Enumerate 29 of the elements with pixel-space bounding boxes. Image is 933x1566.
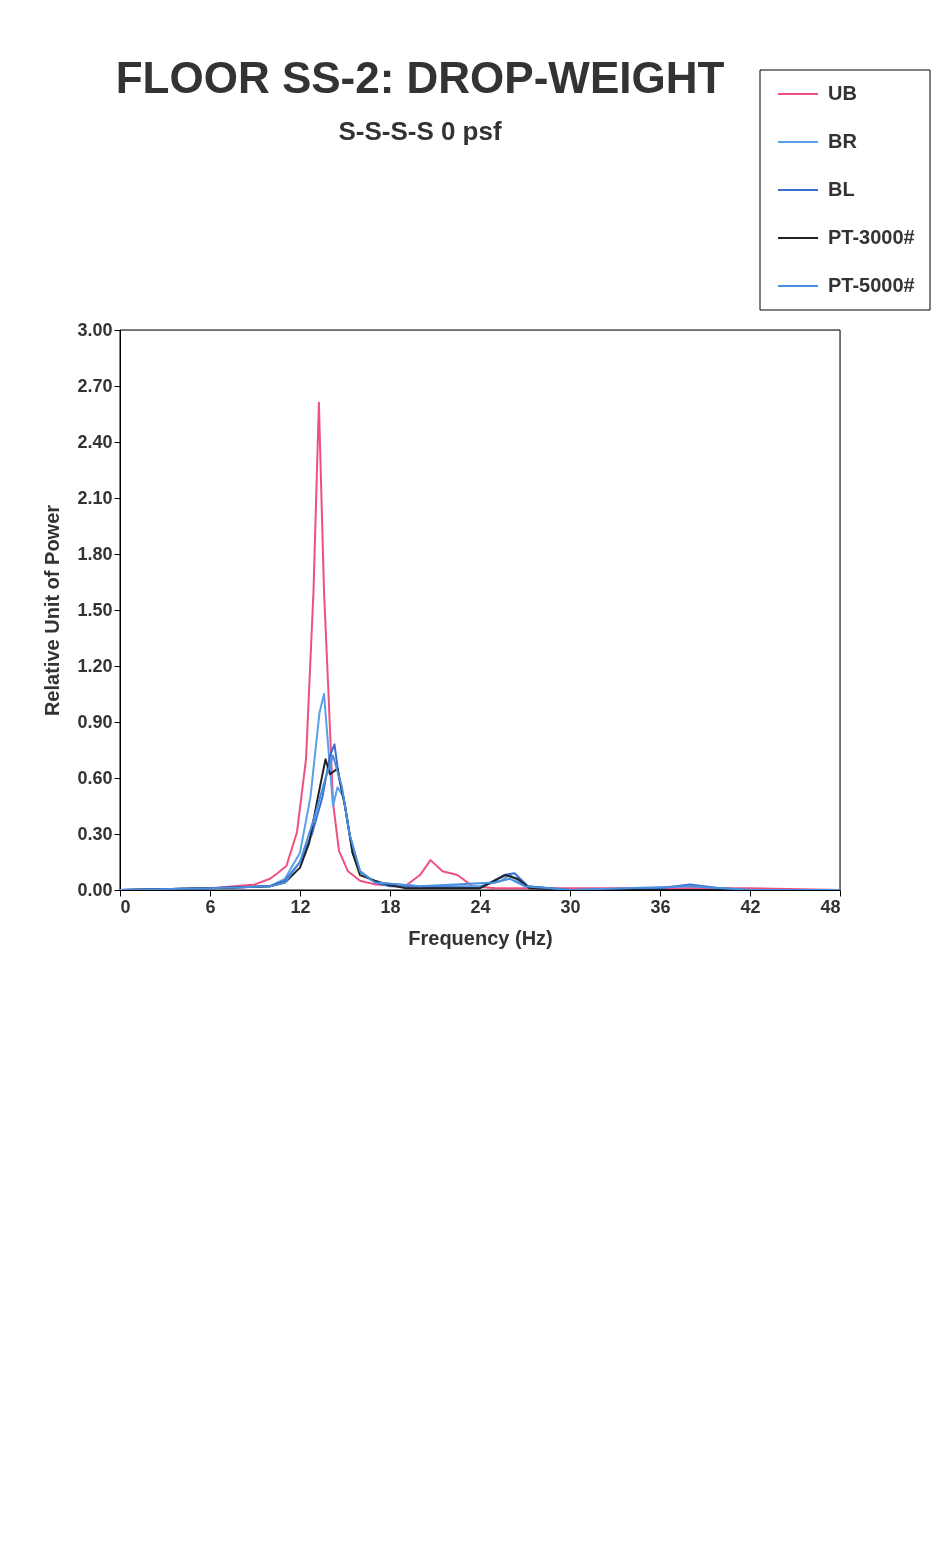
y-tick-label: 1.80 (77, 543, 113, 564)
y-tick-label: 3.00 (77, 319, 113, 340)
y-tick-label: 1.50 (77, 599, 113, 620)
legend-label: PT-3000# (828, 226, 915, 248)
y-tick-label: 1.20 (77, 655, 113, 676)
y-tick-label: 0.60 (77, 767, 113, 788)
x-axis-title: Frequency (Hz) (408, 926, 553, 949)
x-tick-label: 42 (740, 896, 761, 917)
x-tick-label: 30 (560, 896, 581, 917)
y-axis-title: Relative Unit of Power (41, 504, 64, 717)
x-tick-label: 0 (120, 896, 131, 917)
legend-label: UB (828, 82, 857, 104)
legend-label: PT-5000# (828, 274, 915, 296)
y-tick-label: 2.70 (77, 375, 113, 396)
x-tick-label: 48 (820, 896, 841, 917)
x-tick-label: 6 (205, 896, 216, 917)
legend-label: BL (828, 178, 855, 200)
x-tick-label: 36 (650, 896, 671, 917)
chart-title: FLOOR SS-2: DROP-WEIGHT (115, 53, 725, 102)
y-tick-label: 2.40 (77, 431, 113, 452)
y-tick-label: 0.30 (77, 823, 113, 844)
legend-label: BR (828, 130, 858, 152)
x-tick-label: 24 (470, 896, 491, 917)
y-tick-label: 0.00 (77, 879, 113, 900)
y-tick-label: 0.90 (77, 711, 113, 732)
chart-subtitle: S-S-S-S 0 psf (338, 116, 502, 146)
x-tick-label: 18 (380, 896, 401, 917)
y-tick-label: 2.10 (77, 487, 113, 508)
x-tick-label: 12 (290, 896, 311, 917)
